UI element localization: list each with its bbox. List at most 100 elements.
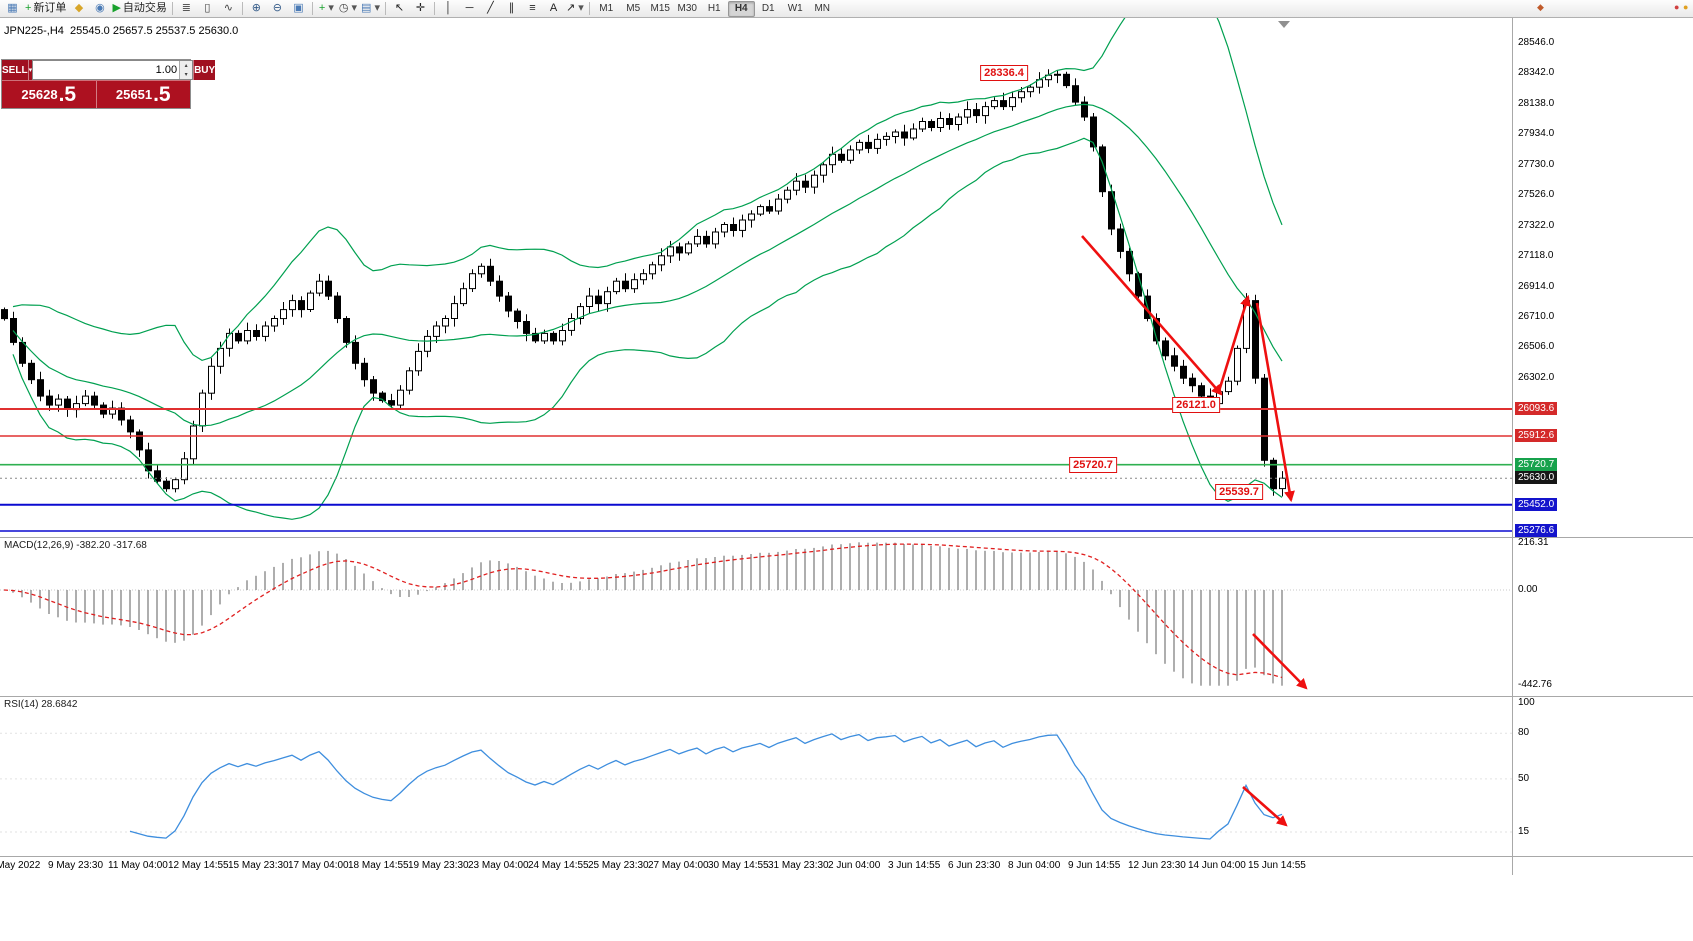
tile-windows-icon[interactable]: ▣ (288, 1, 309, 17)
bar-chart-icon-glyph: ≣ (181, 2, 192, 14)
toolbar-separator (171, 2, 173, 15)
sell-button[interactable]: SELL (2, 60, 28, 80)
timeframe-m5-button[interactable]: M5 (626, 3, 641, 14)
panel-separator[interactable] (0, 696, 1693, 697)
mql5-market-icon[interactable]: ◆ (68, 1, 89, 17)
rsi-tick: 80 (1518, 727, 1530, 739)
periods-button-caret-icon[interactable]: ▾ (351, 2, 358, 14)
candlestick-chart-icon[interactable]: ▯ (197, 1, 218, 17)
trade-prices-row: 25628 .5 25651 .5 (2, 80, 190, 108)
rsi-tick: 100 (1518, 697, 1535, 708)
main-chart-canvas[interactable] (0, 18, 1512, 537)
volume-up-icon[interactable]: ▴ (180, 61, 193, 70)
panel-separator[interactable] (0, 537, 1693, 538)
horizontal-level-lines (0, 408, 1512, 532)
autotrading-button[interactable]: ▶ 自动交易 (110, 1, 168, 17)
toolbar-separator (311, 2, 313, 15)
macd-signal-line (3, 543, 1283, 679)
timeframe-h1-button[interactable]: H1 (707, 3, 721, 14)
date-label: 31 May 23:30 (768, 860, 829, 871)
timeframe-d1-button[interactable]: D1 (761, 3, 775, 14)
timeframe-mn-button[interactable]: MN (814, 3, 831, 14)
timeframe-h4-button[interactable]: H4 (727, 0, 755, 17)
date-label: 17 May 04:00 (288, 860, 349, 871)
price-tag-black: 25630.0 (1515, 471, 1558, 485)
indicators-button-caret-icon[interactable]: ▾ (328, 2, 334, 14)
date-label: 30 May 14:55 (708, 860, 769, 871)
rsi-canvas[interactable] (0, 696, 1512, 856)
price-annotation[interactable]: 25539.7 (1215, 484, 1263, 500)
date-label: 6 Jun 23:30 (948, 860, 1001, 871)
cursor-tool[interactable]: ↖ (389, 1, 410, 17)
fibonacci-tool[interactable]: ≡ (522, 1, 543, 17)
mql5-market-icon-glyph: ◆ (74, 2, 84, 14)
channel-tool[interactable]: ∥ (501, 1, 522, 17)
horizontal-line-tool-glyph: ─ (465, 2, 474, 14)
arrow-objects-button[interactable]: ↗ ▾ (564, 1, 586, 17)
expert-attached-icon[interactable]: ◆ (1537, 2, 1544, 12)
indicators-button[interactable]: + ▾ (316, 1, 337, 17)
timeframe-m1-button[interactable]: M1 (599, 3, 614, 14)
volume-field: ▴ ▾ (32, 60, 194, 80)
window-restore-icon[interactable]: ● (1674, 2, 1680, 12)
crosshair-tool[interactable]: ✛ (410, 1, 431, 17)
window-close-icon[interactable]: ● (1683, 2, 1689, 12)
templates-button-caret-icon[interactable]: ▾ (374, 2, 380, 14)
price-tag-blue: 25452.0 (1515, 497, 1558, 511)
templates-button[interactable]: ▤ ▾ (359, 1, 382, 17)
new-chart-icon[interactable]: ▦ (2, 1, 23, 17)
new-order-glyph: + (25, 2, 32, 14)
volume-down-icon[interactable]: ▾ (180, 70, 193, 79)
text-tool[interactable]: A (543, 1, 564, 17)
rsi-indicator-panel[interactable]: RSI(14) 28.6842 (0, 696, 1512, 856)
price-annotation[interactable]: 28336.4 (980, 65, 1028, 81)
new-chart-icon-glyph: ▦ (7, 2, 18, 14)
price-tick: 27118.0 (1518, 250, 1554, 262)
buy-price[interactable]: 25651 .5 (95, 81, 191, 108)
rsi-line (129, 733, 1283, 840)
sell-dropdown-icon[interactable]: ▾ (27, 60, 33, 80)
price-tick: 28342.0 (1518, 67, 1555, 79)
new-order-button[interactable]: + 新订单 (23, 1, 68, 17)
zoom-in-icon[interactable]: ⊕ (246, 1, 267, 17)
bar-chart-icon[interactable]: ≣ (176, 1, 197, 17)
community-icon[interactable]: ◉ (89, 1, 110, 17)
price-tag-red: 25912.6 (1515, 429, 1558, 443)
date-label: 3 Jun 14:55 (888, 860, 941, 871)
price-tick: 27322.0 (1518, 219, 1555, 231)
horizontal-line-tool[interactable]: ─ (459, 1, 480, 17)
price-tick: 26302.0 (1518, 371, 1555, 383)
zoom-out-icon[interactable]: ⊖ (267, 1, 288, 17)
macd-indicator-panel[interactable]: MACD(12,26,9) -382.20 -317.68 (0, 537, 1512, 696)
timeframe-m15-button[interactable]: M15 (650, 3, 670, 14)
zoom-in-icon-glyph: ⊕ (251, 2, 262, 14)
date-label: 9 May 2022 (0, 860, 41, 871)
price-tag-blue: 25276.6 (1515, 523, 1558, 537)
macd-tick: 216.31 (1518, 537, 1549, 549)
volume-input[interactable] (33, 61, 180, 79)
price-axis[interactable]: 28546.0 28342.0 28138.0 27934.0 27730.0 27526… (1513, 0, 1692, 941)
price-annotation[interactable]: 26121.0 (1172, 397, 1220, 413)
timeframe-w1-button[interactable]: W1 (787, 3, 803, 14)
panel-separator (0, 856, 1693, 857)
date-label: 24 May 14:55 (528, 860, 589, 871)
main-chart-panel[interactable]: JPN225-,H4 25545.0 25657.5 25537.5 25630… (0, 18, 1512, 537)
autotrading-button-label: 自动交易 (122, 2, 167, 14)
macd-canvas[interactable] (0, 537, 1512, 696)
vertical-line-tool[interactable]: │ (438, 1, 459, 17)
line-chart-icon[interactable]: ∿ (218, 1, 239, 17)
community-icon-glyph: ◉ (95, 2, 105, 14)
trend-arrow (1242, 786, 1288, 827)
macd-label: MACD(12,26,9) -382.20 -317.68 (4, 540, 147, 551)
macd-tick: 0.00 (1518, 584, 1538, 595)
price-annotation[interactable]: 25720.7 (1069, 457, 1117, 473)
sell-price[interactable]: 25628 .5 (2, 81, 96, 108)
timeframe-m30-button[interactable]: M30 (677, 3, 697, 14)
periods-button[interactable]: ◷ ▾ (337, 1, 359, 17)
buy-button[interactable]: BUY (193, 60, 216, 80)
templates-glyph: ▤ (361, 2, 372, 14)
arrow-objects-button-caret-icon[interactable]: ▾ (578, 2, 584, 14)
trendline-tool[interactable]: ╱ (480, 1, 501, 17)
